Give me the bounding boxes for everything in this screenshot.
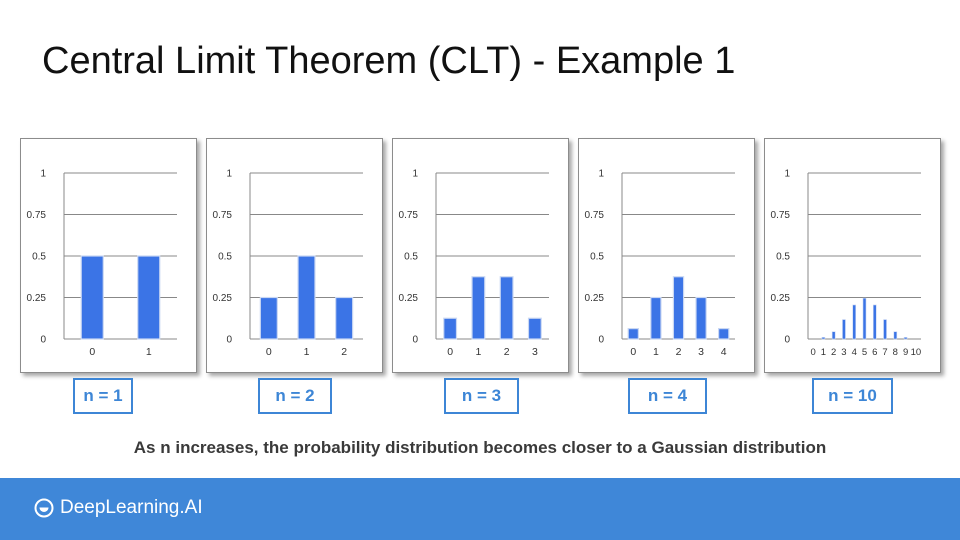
y-tick-label: 0.25 (399, 293, 419, 304)
bar (297, 255, 316, 340)
x-tick-label: 1 (653, 346, 659, 358)
x-tick-label: 2 (831, 347, 836, 358)
x-tick-label: 1 (304, 346, 310, 358)
x-tick-label: 1 (146, 346, 152, 358)
bar (527, 317, 542, 340)
x-tick-label: 0 (810, 347, 815, 358)
y-tick-label: 0.75 (399, 210, 419, 221)
x-tick-label: 10 (911, 347, 922, 358)
bar-chart: 0 0.25 0.5 0.75 1 0 1 2 3 (399, 169, 549, 358)
bar (842, 319, 846, 340)
y-tick-label: 0.25 (27, 293, 47, 304)
y-tick-label: 0.5 (32, 252, 46, 263)
brand-name: DeepLearning.AI (60, 497, 203, 518)
bar (499, 276, 514, 340)
page-title: Central Limit Theorem (CLT) - Example 1 (42, 40, 736, 82)
y-tick-label: 1 (784, 169, 790, 180)
x-tick-label: 6 (872, 347, 877, 358)
y-tick-label: 0 (784, 335, 790, 346)
caption: As n increases, the probability distribu… (133, 438, 827, 457)
chart-panel-n1: 0 0.25 0.5 0.75 1 0 1 (20, 138, 197, 373)
x-tick-label: 3 (698, 346, 704, 358)
footer-bar: DeepLearning.AI (0, 478, 960, 540)
bar (821, 337, 826, 340)
y-tick-label: 0.75 (585, 210, 605, 221)
x-tick-label: 4 (852, 347, 857, 358)
x-tick-label: 4 (721, 346, 727, 358)
y-tick-label: 0.75 (213, 210, 233, 221)
deeplearning-logo-icon (34, 498, 54, 518)
y-tick-label: 0.5 (776, 252, 790, 263)
bar (695, 296, 707, 340)
bar (471, 276, 486, 340)
bar (650, 296, 662, 340)
x-tick-label: 0 (89, 346, 95, 358)
bar (872, 304, 877, 340)
y-tick-label: 1 (598, 169, 604, 180)
bar (335, 296, 354, 340)
y-tick-label: 0 (40, 335, 46, 346)
x-tick-label: 7 (882, 347, 887, 358)
y-tick-label: 0.75 (771, 210, 791, 221)
x-tick-label: 1 (821, 347, 826, 358)
y-tick-label: 0 (226, 335, 232, 346)
bar (80, 255, 104, 340)
y-tick-label: 0.75 (27, 210, 47, 221)
y-tick-label: 1 (412, 169, 418, 180)
n-label-3: n = 3 (444, 378, 519, 414)
bar (831, 331, 836, 340)
x-tick-label: 2 (676, 346, 682, 358)
n-label-4: n = 4 (628, 378, 707, 414)
n-label-10: n = 10 (812, 378, 893, 414)
y-tick-label: 0.25 (213, 293, 233, 304)
x-tick-label: 2 (504, 346, 510, 358)
x-tick-label: 9 (903, 347, 908, 358)
y-tick-label: 0 (412, 335, 418, 346)
y-tick-label: 0.5 (218, 252, 232, 263)
brand[interactable]: DeepLearning.AI (34, 497, 203, 519)
y-tick-label: 0.5 (590, 252, 604, 263)
bar-chart: 0 0.25 0.5 0.75 1 0 1 (27, 169, 177, 358)
bar (883, 319, 887, 340)
x-tick-label: 1 (475, 346, 481, 358)
bar (259, 296, 278, 340)
y-tick-label: 1 (226, 169, 232, 180)
bar (903, 337, 908, 340)
bar (862, 297, 867, 340)
x-tick-label: 0 (630, 346, 636, 358)
y-tick-label: 0 (598, 335, 604, 346)
n-label-1: n = 1 (73, 378, 133, 414)
bar (443, 317, 458, 340)
x-tick-label: 3 (841, 347, 846, 358)
bar-chart: 0 0.25 0.5 0.75 1 0 1 2 3 4 (585, 169, 735, 358)
x-tick-label: 8 (893, 347, 898, 358)
y-tick-label: 0.25 (585, 293, 605, 304)
chart-panel-n4: 0 0.25 0.5 0.75 1 0 1 2 3 4 (578, 138, 755, 373)
bar (893, 331, 898, 340)
chart-panel-n10: 0 0.25 0.5 0.75 1 0 1 2 3 4 5 6 7 8 9 10 (764, 138, 941, 373)
chart-panel-n3: 0 0.25 0.5 0.75 1 0 1 2 3 (392, 138, 569, 373)
x-tick-label: 5 (862, 347, 867, 358)
y-tick-label: 0.25 (771, 293, 791, 304)
x-tick-label: 3 (532, 346, 538, 358)
x-tick-label: 2 (341, 346, 347, 358)
bar (627, 328, 639, 340)
bar (852, 304, 857, 340)
n-label-2: n = 2 (258, 378, 332, 414)
x-tick-label: 0 (447, 346, 453, 358)
chart-panel-n2: 0 0.25 0.5 0.75 1 0 1 2 (206, 138, 383, 373)
bar (137, 255, 161, 340)
y-tick-label: 1 (40, 169, 46, 180)
x-tick-label: 0 (266, 346, 272, 358)
bar-chart: 0 0.25 0.5 0.75 1 0 1 2 (213, 169, 363, 358)
bar (718, 328, 730, 340)
bar (672, 276, 685, 340)
y-tick-label: 0.5 (404, 252, 418, 263)
